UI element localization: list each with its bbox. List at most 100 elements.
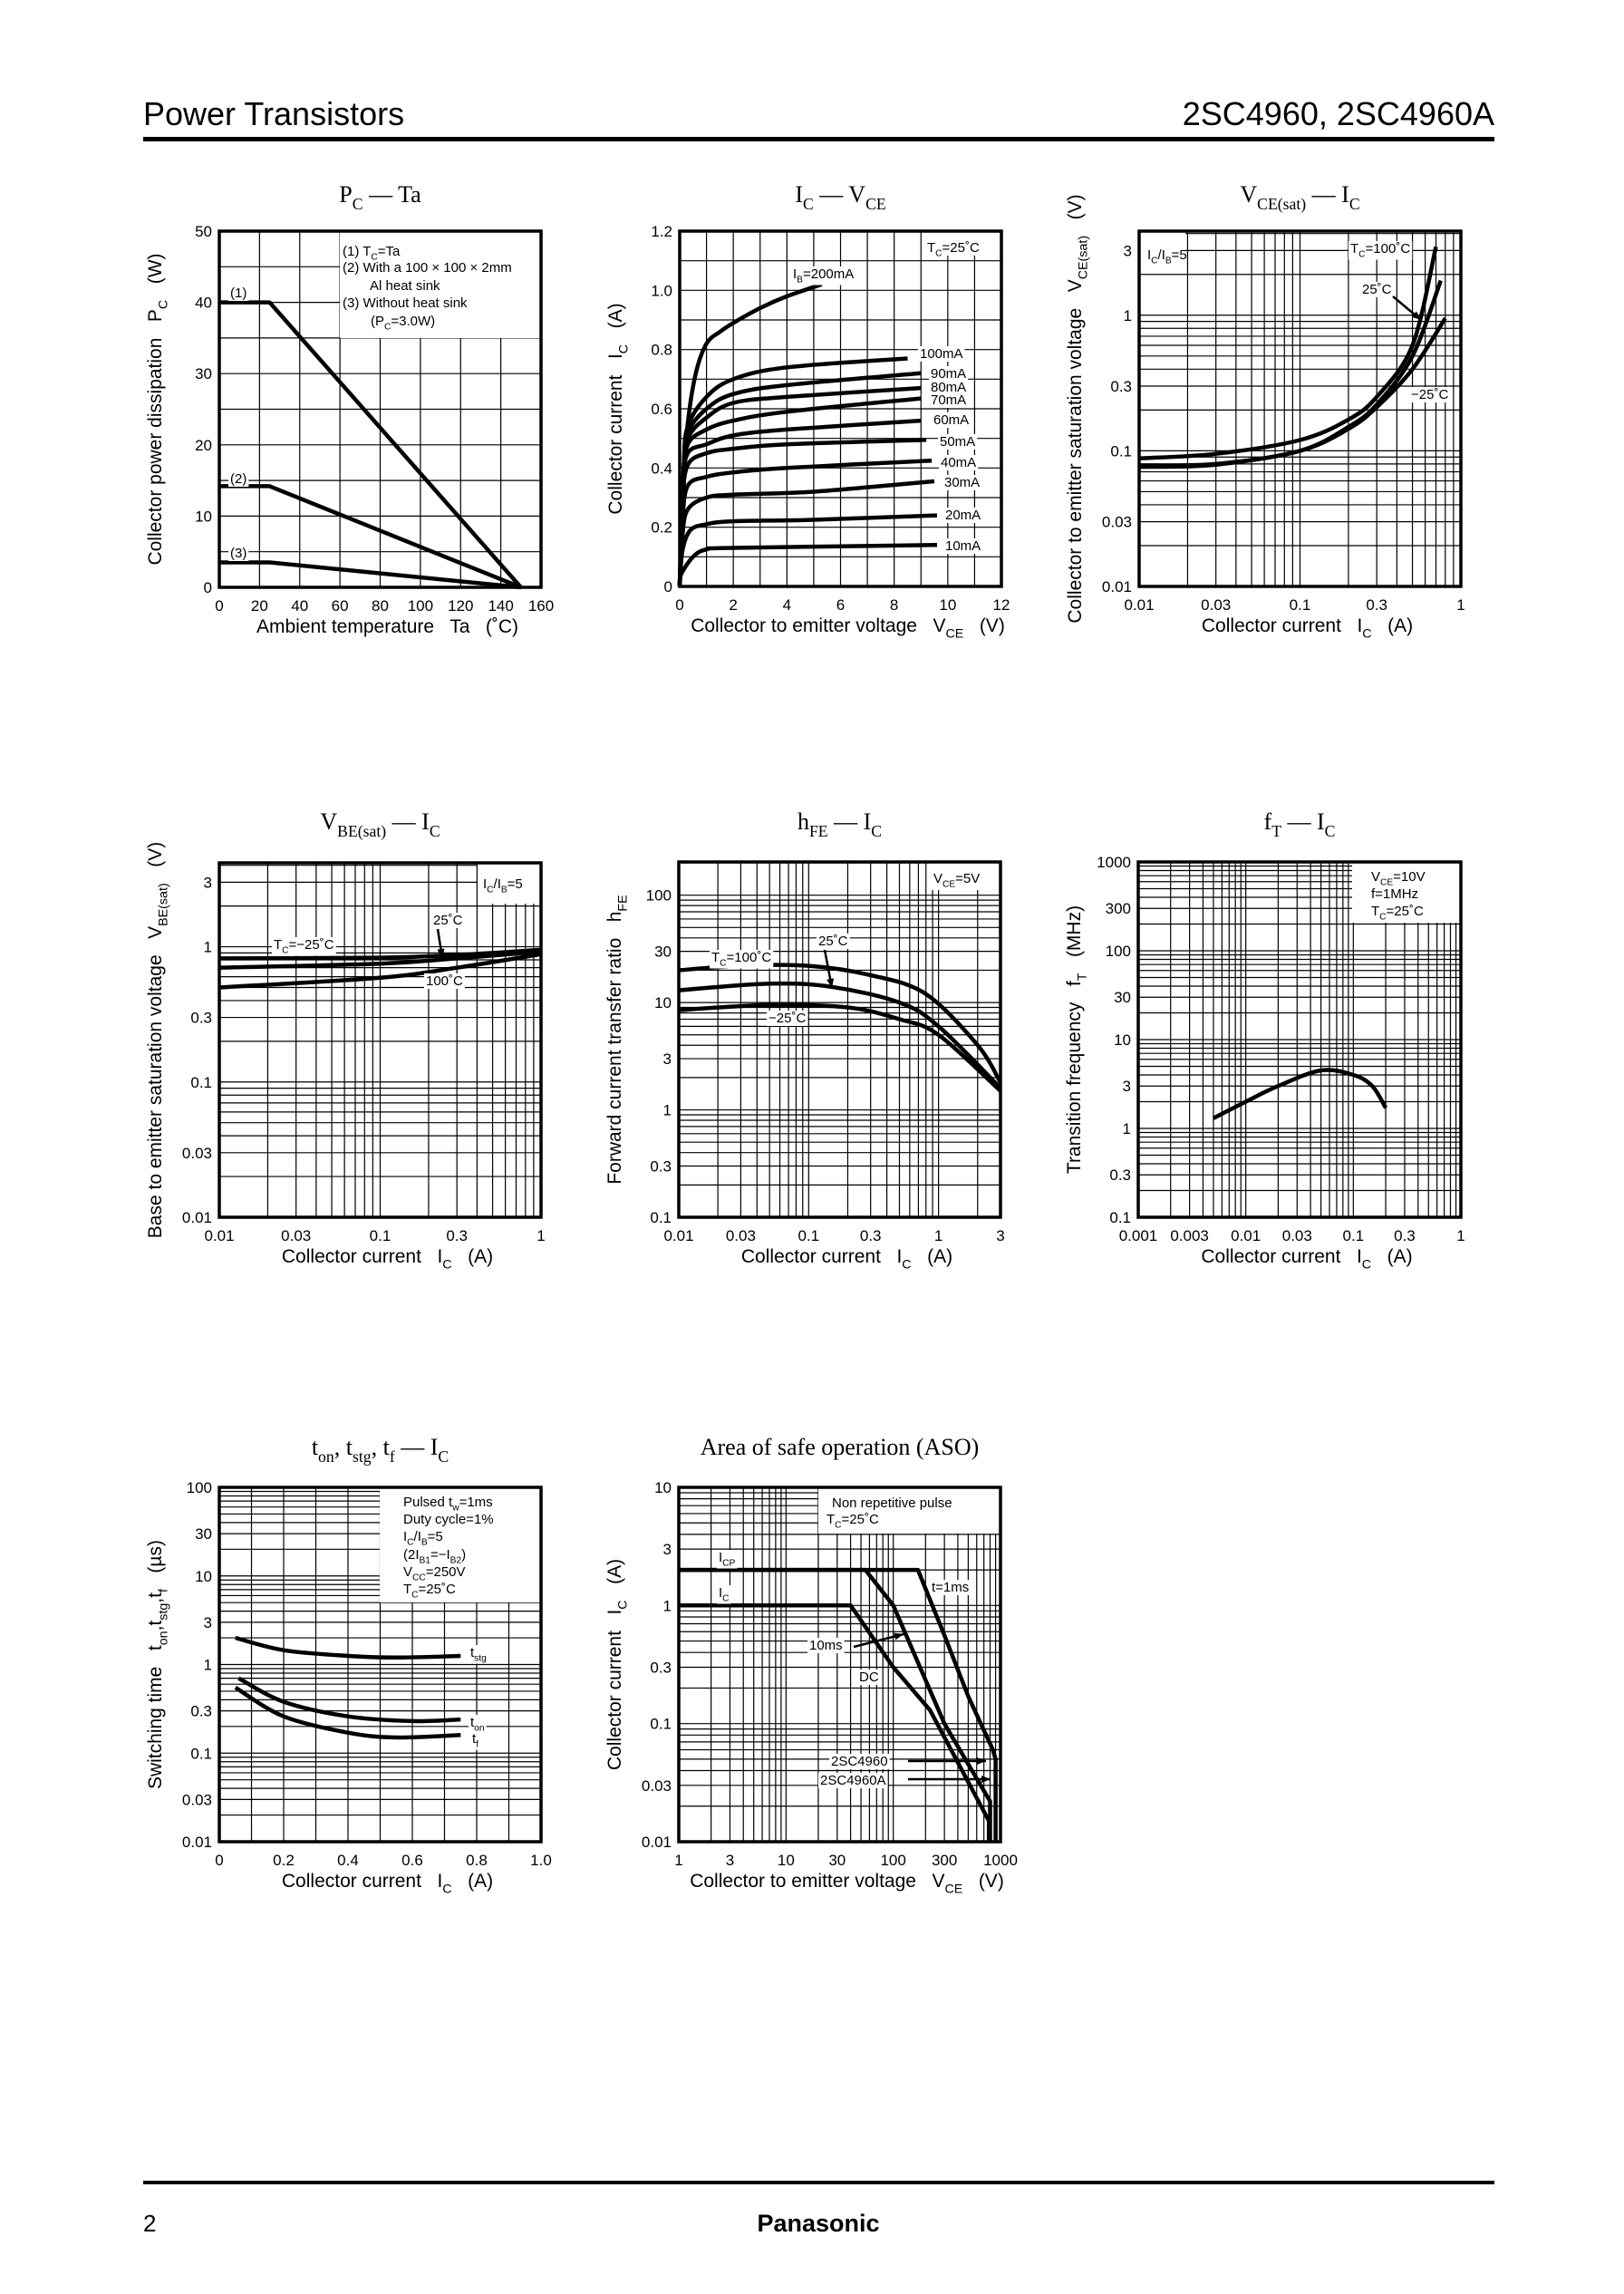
text-part: 60 — [332, 597, 349, 615]
text-part: 120 — [448, 597, 473, 615]
annotation-label: 100mA — [920, 346, 963, 362]
y-axis-label: Collector power dissipation PC (W) — [145, 253, 170, 565]
text-part: Non repetitive pulse — [832, 1495, 952, 1511]
text-part: 1000 — [1097, 854, 1131, 871]
text-part: CE(sat) — [1076, 236, 1090, 279]
annotation-label: (2IB1=−IB2) — [403, 1547, 466, 1566]
annotation-box — [818, 1487, 1000, 1534]
text-part: h — [798, 808, 809, 835]
text-part: FE — [809, 822, 828, 840]
text-part: 0.1 — [1343, 1227, 1365, 1244]
text-part: (3) — [230, 546, 246, 561]
text-part: 3 — [204, 874, 212, 891]
series-line-2 — [237, 1676, 461, 1724]
annotation-label: 60mA — [933, 412, 969, 428]
text-part: CE — [865, 195, 886, 213]
text-part: 0.03 — [182, 1791, 212, 1808]
x-tick-label: 1000 — [983, 1852, 1018, 1869]
annotation-label: TC=100˚C — [711, 950, 771, 969]
text-part: 0.8 — [466, 1852, 488, 1869]
y-tick-label: 0.01 — [1102, 578, 1132, 595]
text-part: stg — [474, 1654, 487, 1664]
annotation-label: tf — [472, 1731, 478, 1750]
text-part: t — [312, 1434, 319, 1460]
text-part: 0.03 — [1102, 514, 1132, 531]
label-background — [469, 1645, 489, 1664]
text-part: Duty cycle=1% — [403, 1512, 494, 1527]
y-axis-label: Transition frequency fT (MHz) — [1064, 905, 1089, 1174]
text-part: 30 — [654, 944, 672, 961]
text-part: 80 — [372, 597, 389, 615]
y-axis-label: Forward current transfer ratio hFE — [604, 895, 630, 1184]
annotation-label: 25˚C — [433, 913, 463, 928]
label-background — [228, 471, 249, 487]
annotation-label: Pulsed tw=1ms — [403, 1495, 493, 1514]
text-part: T — [274, 937, 282, 953]
y-tick-label: 20 — [195, 437, 212, 454]
chart-title: VBE(sat) — IC — [320, 808, 440, 840]
chart-8: Area of safe operation (ASO) 1 3 10 30 100 300… — [604, 1434, 1018, 1896]
text-part: C — [407, 1538, 413, 1548]
annotation-label: TC=25˚C — [927, 240, 980, 259]
text-part: 0.4 — [337, 1852, 359, 1869]
x-tick-label: 0.3 — [446, 1227, 468, 1244]
text-part: C — [282, 946, 288, 956]
x-tick-label: 0.01 — [1124, 596, 1154, 614]
x-tick-label: 1.0 — [530, 1852, 552, 1869]
text-part: t — [470, 1715, 475, 1730]
text-part: 0.3 — [650, 1659, 672, 1676]
annotation-label: Non repetitive pulse — [832, 1495, 952, 1511]
label-background — [942, 475, 982, 490]
text-part: =250V — [426, 1564, 466, 1580]
text-part: 30 — [195, 1525, 212, 1543]
text-part: 1 — [674, 1852, 682, 1869]
text-part: CC — [412, 1573, 426, 1583]
label-background — [469, 1715, 487, 1734]
text-part: , t — [334, 1434, 353, 1460]
text-part: 0.03 — [642, 1777, 672, 1795]
text-part: FE — [615, 895, 630, 911]
text-part: 0.03 — [726, 1227, 756, 1244]
text-part: C — [722, 1594, 729, 1604]
text-part: 70mA — [931, 392, 966, 408]
text-part: 10 — [939, 596, 956, 614]
y-tick-label: 0.01 — [182, 1209, 212, 1226]
text-part: 25˚C — [433, 913, 463, 928]
text-part: , t — [372, 1434, 391, 1460]
grid — [679, 1487, 1000, 1842]
text-part: 0 — [215, 1852, 223, 1869]
text-part: 1.0 — [530, 1852, 552, 1869]
text-part: 0.6 — [401, 1852, 423, 1869]
arrow-head-icon — [977, 1757, 986, 1765]
text-part: C — [371, 253, 377, 263]
text-part: (P — [371, 314, 384, 329]
text-part: 2 — [729, 596, 737, 614]
y-tick-label: 1 — [1124, 307, 1132, 324]
y-tick-label: 0.3 — [1109, 1166, 1131, 1184]
x-tick-label: 0.8 — [466, 1852, 488, 1869]
y-axis-label: Switching time ton,tstg,tf (µs) — [145, 1540, 170, 1789]
x-tick-label: 0.01 — [663, 1227, 693, 1244]
annotation-box — [924, 231, 1001, 256]
annotation-label: 20mA — [945, 508, 981, 523]
text-part: T — [403, 1582, 411, 1597]
text-part: =Ta — [378, 244, 401, 259]
text-part: I — [1147, 247, 1151, 263]
annotation-label: (3) Without heat sink — [343, 295, 468, 311]
annotation-label: 25˚C — [818, 934, 848, 949]
y-tick-label: 3 — [663, 1050, 672, 1068]
series-line-11 — [677, 543, 938, 587]
plot-frame — [1137, 229, 1463, 588]
text-part: 3 — [996, 1227, 1004, 1244]
text-part: 0 — [664, 578, 672, 595]
label-background — [1348, 241, 1413, 260]
annotation-label: 40mA — [941, 455, 976, 470]
text-part: — V — [814, 181, 866, 208]
label-background — [818, 1773, 888, 1788]
text-part: 0 — [675, 596, 683, 614]
label-background — [791, 266, 856, 286]
plot-frame — [677, 860, 1002, 1219]
y-tick-label: 1 — [663, 1102, 672, 1119]
text-part: CE — [944, 1882, 962, 1896]
grid — [219, 863, 541, 1217]
